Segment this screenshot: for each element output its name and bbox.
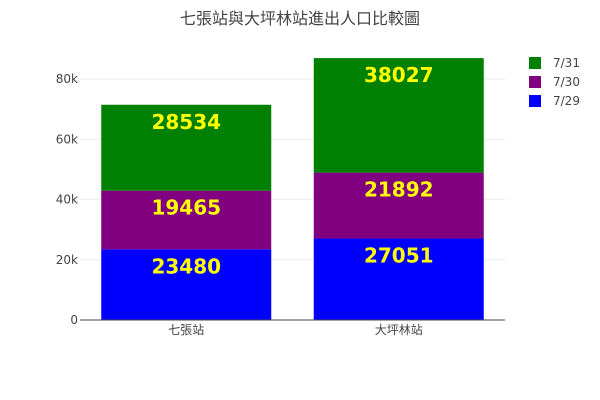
bar-value-label: 28534 bbox=[151, 110, 221, 134]
y-tick-label: 80k bbox=[56, 72, 78, 86]
bar-segment bbox=[101, 190, 272, 250]
legend-label[interactable]: 7/31 bbox=[553, 56, 580, 70]
legend: 7/31 7/30 7/29 bbox=[529, 56, 580, 108]
legend-label[interactable]: 7/29 bbox=[553, 94, 580, 108]
bar-segment bbox=[313, 238, 484, 320]
legend-swatch[interactable] bbox=[529, 95, 541, 107]
y-tick-label: 60k bbox=[56, 132, 78, 146]
legend-label[interactable]: 7/30 bbox=[553, 75, 580, 89]
bar-value-label: 21892 bbox=[364, 178, 434, 202]
bars: 23480 19465 28534 27051 21892 38027 bbox=[101, 58, 484, 320]
bar-value-label: 27051 bbox=[364, 244, 434, 268]
bar-value-label: 38027 bbox=[364, 63, 434, 87]
bar-value-label: 19465 bbox=[151, 196, 221, 220]
legend-swatch[interactable] bbox=[529, 57, 541, 69]
legend-swatch[interactable] bbox=[529, 76, 541, 88]
y-tick-label: 40k bbox=[56, 193, 78, 207]
y-tick-label: 20k bbox=[56, 253, 78, 267]
bar-value-label: 23480 bbox=[151, 254, 221, 278]
chart-title: 七張站與大坪林站進出人口比較圖 bbox=[180, 9, 420, 28]
x-tick-label: 大坪林站 bbox=[375, 323, 423, 337]
bar-segment bbox=[101, 249, 272, 320]
x-tick-label: 七張站 bbox=[168, 323, 204, 337]
axes: 0 20k 40k 60k 80k 七張站 大坪林站 bbox=[56, 72, 505, 337]
bar-segment bbox=[101, 104, 272, 191]
bar-segment bbox=[313, 172, 484, 239]
bar-segment bbox=[313, 58, 484, 173]
y-tick-label: 0 bbox=[70, 313, 78, 327]
